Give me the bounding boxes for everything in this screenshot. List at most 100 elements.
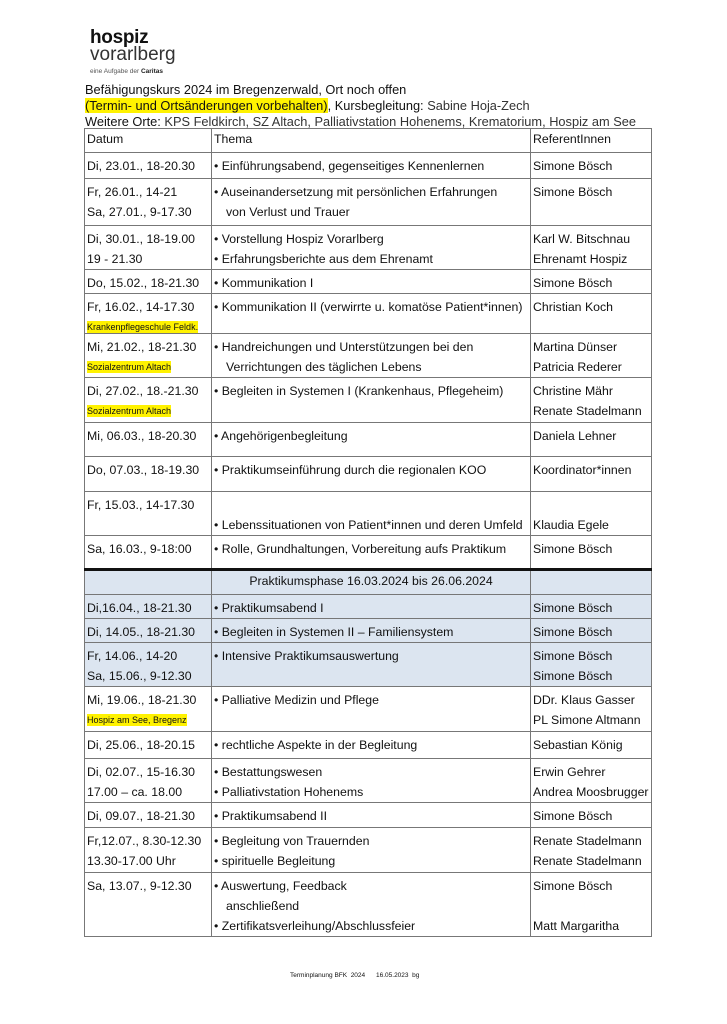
- bullet-icon: •: [214, 463, 222, 477]
- speakers-cell: Simone Bösch Matt Margaritha: [530, 872, 652, 937]
- date: Sa, 27.01., 9-17.30: [87, 205, 192, 219]
- topic: Praktikumsabend I: [221, 601, 324, 615]
- topic-cell: • Vorstellung Hospiz Vorarlberg • Erfahru…: [211, 225, 531, 270]
- table-row: Fr, 16.02., 14-17.30 Krankenpflegeschule …: [84, 293, 652, 334]
- topic-cell: • Auswertung, Feedback anschließend • Zert…: [211, 872, 531, 937]
- date: Di, 14.05., 18-21.30: [87, 625, 196, 639]
- speaker: Simone Bösch: [533, 185, 613, 199]
- table-row: Di, 23.01., 18-20.30 • Einführungsabend, …: [84, 152, 652, 179]
- topic: Intensive Praktikumsauswertung: [221, 649, 399, 663]
- topic: Erfahrungsberichte aus dem Ehrenamt: [221, 252, 433, 266]
- speaker: Daniela Lehner: [533, 429, 617, 443]
- date: Di, 09.07., 18-21.30: [87, 809, 196, 823]
- phase-row: Praktikumsphase 16.03.2024 bis 26.06.202…: [84, 568, 652, 595]
- topic: Handreichungen und Unterstützungen bei d…: [221, 340, 474, 354]
- speaker: Simone Bösch: [533, 879, 613, 893]
- speakers-cell: Karl W. Bitschnau Ehrenamt Hospiz: [530, 225, 652, 270]
- bullet-icon: •: [214, 384, 222, 398]
- speakers-cell: Klaudia Egele: [530, 491, 652, 536]
- date-cell: Fr, 16.02., 14-17.30 Krankenpflegeschule …: [84, 293, 212, 334]
- date-cell: Di, 30.01., 18-19.00 19 - 21.30: [84, 225, 212, 270]
- date-cell: Di, 23.01., 18-20.30: [84, 152, 212, 179]
- date: Di, 30.01., 18-19.00: [87, 232, 196, 246]
- bullet-icon: •: [214, 340, 222, 354]
- date: Di, 02.07., 15-16.30: [87, 765, 196, 779]
- bullet-icon: •: [214, 300, 222, 314]
- column-header: Thema: [211, 128, 531, 153]
- speaker: Matt Margaritha: [533, 919, 620, 933]
- date-cell: Fr, 15.03., 14-17.30: [84, 491, 212, 536]
- speaker: DDr. Klaus Gasser: [533, 693, 635, 707]
- speakers-cell: Simone Bösch: [530, 594, 652, 619]
- date-cell: Di, 02.07., 15-16.30 17.00 – ca. 18.00: [84, 758, 212, 803]
- topic-cell: • Lebenssituationen von Patient*innen un…: [211, 491, 531, 536]
- table-row: Fr,12.07., 8.30-12.30 13.30-17.00 Uhr • Be…: [84, 827, 652, 873]
- table-row: Fr, 26.01., 14-21 Sa, 27.01., 9-17.30 • Au…: [84, 178, 652, 226]
- bullet-icon: •: [214, 879, 222, 893]
- date: Di, 25.06., 18-20.15: [87, 738, 196, 752]
- table-row: Mi, 21.02., 18-21.30 Sozialzentrum Altach…: [84, 333, 652, 378]
- topic: von Verlust und Trauer: [226, 205, 350, 219]
- speakers-cell: Simone Bösch: [530, 802, 652, 828]
- bullet-icon: •: [214, 518, 222, 532]
- date-cell: Fr,12.07., 8.30-12.30 13.30-17.00 Uhr: [84, 827, 212, 873]
- topic: Angehörigenbegleitung: [221, 429, 348, 443]
- speaker: Sebastian König: [533, 738, 623, 752]
- topic-cell: • Palliative Medizin und Pflege: [211, 686, 531, 732]
- topic-cell: • Bestattungswesen • Palliativstation Hoh…: [211, 758, 531, 803]
- date-cell: Di,16.04., 18-21.30: [84, 594, 212, 619]
- bullet-icon: •: [214, 601, 222, 615]
- speakers-cell: Erwin Gehrer Andrea Moosbrugger: [530, 758, 652, 803]
- topic: Bestattungswesen: [221, 765, 323, 779]
- speakers-cell: Christian Koch: [530, 293, 652, 334]
- bullet-icon: •: [214, 276, 222, 290]
- topic: Kommunikation I: [221, 276, 314, 290]
- bullet-icon: •: [214, 919, 222, 933]
- date-cell: Do, 07.03., 18-19.30: [84, 456, 212, 492]
- course-lead-line: (Termin- und Ortsänderungen vorbehalten)…: [85, 98, 530, 113]
- speakers-cell: Renate Stadelmann Renate Stadelmann: [530, 827, 652, 873]
- speaker: Simone Bösch: [533, 542, 613, 556]
- speaker: Simone Bösch: [533, 649, 613, 663]
- topic-cell: • Einführungsabend, gegenseitiges Kennen…: [211, 152, 531, 179]
- speaker: Renate Stadelmann: [533, 854, 642, 868]
- date: Do, 07.03., 18-19.30: [87, 463, 200, 477]
- topic: Praktikumseinführung durch die regionale…: [221, 463, 487, 477]
- speakers-cell: Martina Dünser Patricia Rederer: [530, 333, 652, 378]
- footer: Terminplanung BFK 2024 16.05.2023 bg: [290, 972, 420, 979]
- topic: Lebenssituationen von Patient*innen und …: [221, 518, 523, 532]
- topic-cell: • Handreichungen und Unterstützungen bei…: [211, 333, 531, 378]
- topic-cell: • Begleitung von Trauernden • spirituelle…: [211, 827, 531, 873]
- speaker: Erwin Gehrer: [533, 765, 606, 779]
- speakers-cell: Simone Bösch: [530, 535, 652, 570]
- topic-cell: • Intensive Praktikumsauswertung: [211, 642, 531, 687]
- speakers-cell: Simone Bösch: [530, 152, 652, 179]
- speaker: Renate Stadelmann: [533, 834, 642, 848]
- date: 13.30-17.00 Uhr: [87, 854, 176, 868]
- date-cell: Di, 09.07., 18-21.30: [84, 802, 212, 828]
- topic-cell: • Praktikumsabend II: [211, 802, 531, 828]
- topic: Vorstellung Hospiz Vorarlberg: [221, 232, 384, 246]
- speakers-cell: Simone Bösch: [530, 618, 652, 643]
- bullet-icon: •: [214, 429, 222, 443]
- other-places: KPS Feldkirch, SZ Altach, Palliativstati…: [164, 114, 636, 129]
- bullet-icon: •: [214, 854, 222, 868]
- table-row: Di, 09.07., 18-21.30 • Praktikumsabend II…: [84, 802, 652, 828]
- date-cell: Di, 25.06., 18-20.15: [84, 731, 212, 759]
- location-note: Krankenpflegeschule Feldk.: [87, 321, 199, 333]
- date: Mi, 06.03., 18-20.30: [87, 429, 197, 443]
- logo-tagline: eine Aufgabe der Caritas: [90, 68, 164, 75]
- bullet-icon: •: [214, 693, 222, 707]
- speaker: Patricia Rederer: [533, 360, 622, 374]
- date-cell: Mi, 06.03., 18-20.30: [84, 422, 212, 457]
- location-note: Sozialzentrum Altach: [87, 405, 172, 417]
- bullet-icon: •: [214, 185, 222, 199]
- date: Mi, 19.06., 18-21.30: [87, 693, 197, 707]
- speaker: [533, 495, 649, 515]
- speaker: [533, 896, 649, 916]
- date-cell: Fr, 14.06., 14-20 Sa, 15.06., 9-12.30: [84, 642, 212, 687]
- other-places-line: Weitere Orte: KPS Feldkirch, SZ Altach, …: [85, 114, 636, 129]
- speaker: Martina Dünser: [533, 340, 618, 354]
- bullet-icon: •: [214, 809, 222, 823]
- date-cell: Do, 15.02., 18-21.30: [84, 269, 212, 294]
